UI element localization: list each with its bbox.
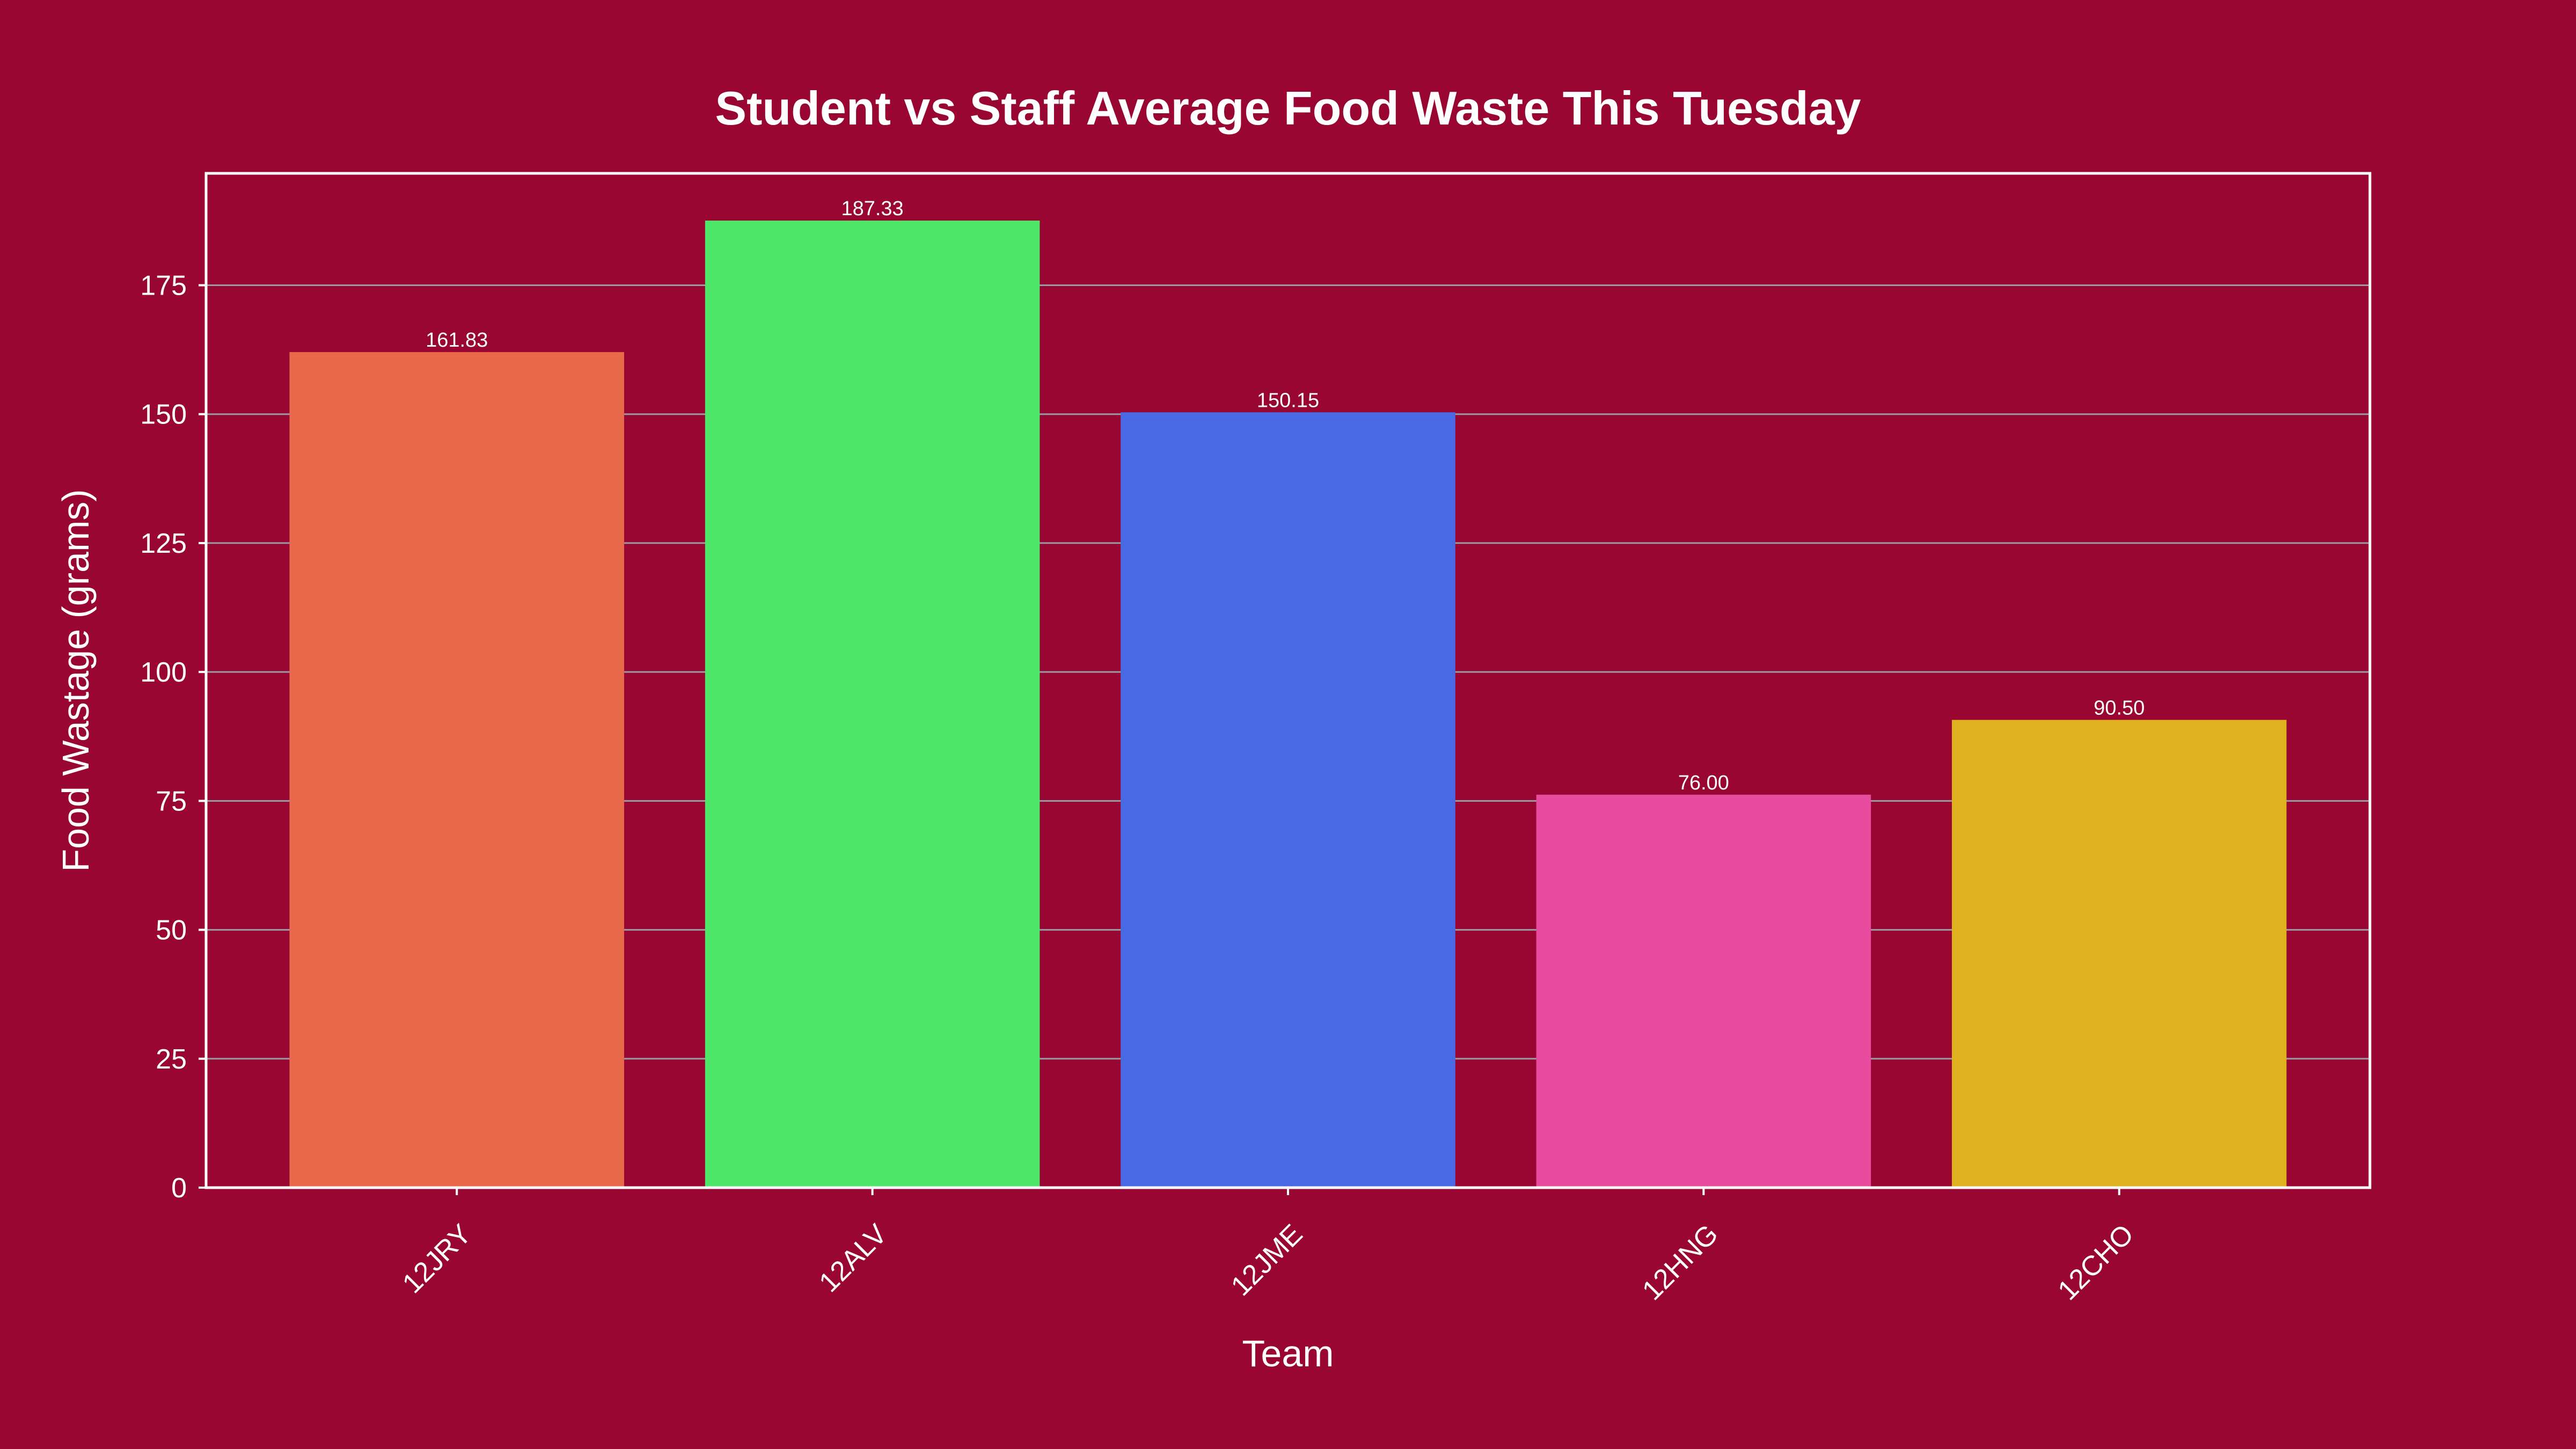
value-labels: 161.83 187.33 150.15 76.00 90.50 xyxy=(426,197,2145,794)
x-tick-label: 12HNG xyxy=(1636,1218,1724,1306)
value-label: 187.33 xyxy=(841,197,903,220)
bar-12jme xyxy=(1121,412,1455,1189)
x-tick-label: 12JRY xyxy=(397,1218,478,1299)
value-label: 150.15 xyxy=(1257,389,1319,412)
bar-12alv xyxy=(705,221,1040,1189)
y-axis-label: Food Wastage (grams) xyxy=(55,489,97,872)
x-tick-label: 12JME xyxy=(1225,1218,1308,1301)
y-axis-ticks: 0 25 50 75 100 125 150 175 xyxy=(140,270,206,1204)
x-tick-label: 12CHO xyxy=(2052,1218,2140,1306)
x-tick-label: 12ALV xyxy=(813,1218,893,1298)
value-label: 90.50 xyxy=(2094,697,2145,719)
y-tick-label: 0 xyxy=(171,1173,187,1204)
value-label: 76.00 xyxy=(1678,772,1729,794)
bar-12cho xyxy=(1952,720,2287,1189)
y-tick-label: 175 xyxy=(140,270,187,302)
y-tick-label: 50 xyxy=(156,915,187,946)
bar-12jry xyxy=(289,352,624,1189)
bar-12hng xyxy=(1536,794,1871,1189)
x-axis-ticks: 12JRY 12ALV 12JME 12HNG 12CHO xyxy=(397,1188,2140,1306)
y-tick-label: 125 xyxy=(140,528,187,559)
y-tick-label: 75 xyxy=(156,786,187,817)
y-tick-label: 150 xyxy=(140,399,187,430)
y-tick-label: 100 xyxy=(140,657,187,688)
y-tick-label: 25 xyxy=(156,1044,187,1075)
bars xyxy=(289,221,2287,1189)
value-label: 161.83 xyxy=(426,329,488,352)
x-axis-label: Team xyxy=(1242,1333,1334,1374)
chart-title: Student vs Staff Average Food Waste This… xyxy=(715,82,1861,135)
